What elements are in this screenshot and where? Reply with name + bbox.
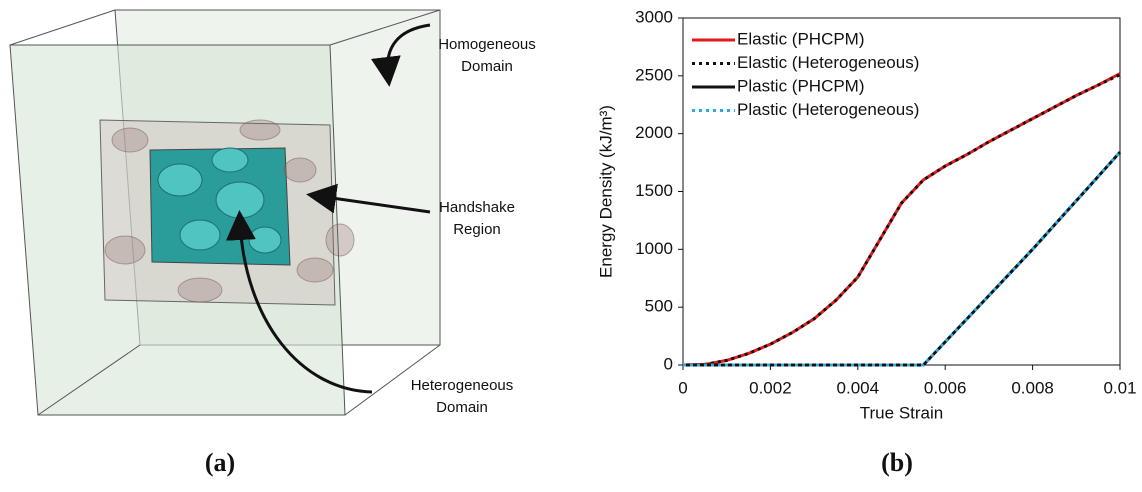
legend-label: Plastic (PHCPM) bbox=[737, 76, 865, 95]
y-axis-title: Energy Density (kJ/m³) bbox=[596, 105, 615, 278]
region-label: Heterogeneous bbox=[411, 377, 514, 394]
y-tick-label: 500 bbox=[645, 297, 673, 316]
x-tick-label: 0.008 bbox=[1011, 378, 1054, 397]
region-label: Domain bbox=[436, 399, 488, 416]
legend-label: Elastic (PHCPM) bbox=[737, 29, 865, 48]
legend-label: Elastic (Heterogeneous) bbox=[737, 53, 919, 72]
caption: (a) bbox=[205, 448, 235, 477]
x-tick-label: 0.004 bbox=[837, 378, 880, 397]
y-tick-label: 1000 bbox=[635, 239, 673, 258]
figure: (a) (b) Homogeneous Domain Handshake Region… bbox=[0, 0, 1142, 487]
series-line bbox=[683, 152, 1120, 365]
series-line bbox=[683, 152, 1120, 365]
y-tick-label: 3000 bbox=[635, 7, 673, 26]
cube-diagram bbox=[10, 10, 440, 415]
caption: (b) bbox=[881, 448, 913, 477]
region-label: Handshake bbox=[439, 199, 515, 216]
x-tick-label: 0.01 bbox=[1103, 378, 1136, 397]
y-tick-label: 0 bbox=[664, 354, 673, 373]
region-label: Domain bbox=[461, 58, 513, 75]
legend-label: Plastic (Heterogeneous) bbox=[737, 100, 919, 119]
x-tick-label: 0.006 bbox=[924, 378, 967, 397]
x-axis-title: True Strain bbox=[860, 403, 943, 422]
region-label: Homogeneous bbox=[438, 36, 536, 53]
x-tick-label: 0.002 bbox=[749, 378, 792, 397]
region-label: Region bbox=[453, 221, 501, 238]
y-tick-label: 1500 bbox=[635, 181, 673, 200]
y-tick-label: 2000 bbox=[635, 123, 673, 142]
x-tick-label: 0 bbox=[678, 378, 687, 397]
y-tick-label: 2500 bbox=[635, 65, 673, 84]
